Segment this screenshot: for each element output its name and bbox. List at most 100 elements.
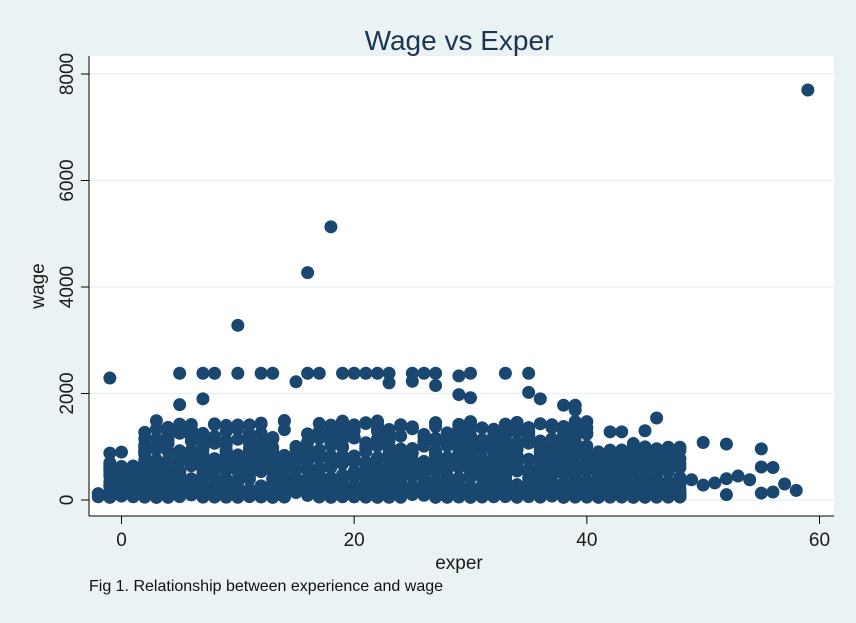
scatter-point bbox=[673, 482, 687, 496]
scatter-point bbox=[324, 477, 338, 491]
scatter-point bbox=[405, 456, 419, 470]
scatter-point bbox=[673, 451, 687, 465]
scatter-point bbox=[429, 366, 443, 380]
scatter-point bbox=[557, 484, 571, 498]
scatter-point bbox=[452, 388, 466, 402]
scatter-point bbox=[336, 414, 350, 428]
scatter-point bbox=[347, 366, 361, 380]
x-tick-label-2: 40 bbox=[576, 530, 597, 551]
scatter-point bbox=[370, 439, 384, 453]
scatter-point bbox=[417, 472, 431, 486]
scatter-point bbox=[196, 479, 210, 493]
scatter-point bbox=[126, 486, 140, 500]
scatter-point bbox=[405, 420, 419, 434]
scatter-point bbox=[417, 366, 431, 380]
scatter-point bbox=[103, 456, 117, 470]
x-tick-label-3: 60 bbox=[809, 530, 830, 551]
scatter-point bbox=[347, 431, 361, 445]
scatter-point bbox=[208, 418, 222, 432]
scatter-point bbox=[580, 421, 594, 435]
scatter-point bbox=[638, 448, 652, 462]
scatter-point bbox=[138, 457, 152, 471]
scatter-point bbox=[405, 446, 419, 460]
scatter-point bbox=[277, 490, 291, 504]
chart-title: Wage vs Exper bbox=[365, 25, 554, 56]
scatter-point bbox=[254, 436, 268, 450]
scatter-point bbox=[301, 472, 315, 486]
scatter-point bbox=[405, 374, 419, 388]
scatter-point bbox=[208, 452, 222, 466]
scatter-point bbox=[522, 452, 536, 466]
scatter-point bbox=[301, 435, 315, 449]
y-tick-label-4: 8000 bbox=[57, 53, 78, 95]
scatter-point bbox=[568, 449, 582, 463]
scatter-point bbox=[580, 439, 594, 453]
scatter-point bbox=[498, 465, 512, 479]
scatter-point bbox=[208, 430, 222, 444]
scatter-point bbox=[429, 487, 443, 501]
scatter-point bbox=[661, 464, 675, 478]
scatter-point bbox=[324, 449, 338, 463]
scatter-point bbox=[359, 455, 373, 469]
y-tick-label-3: 6000 bbox=[57, 159, 78, 201]
scatter-point bbox=[254, 366, 268, 380]
scatter-point bbox=[533, 392, 547, 406]
scatter-point bbox=[115, 445, 128, 459]
scatter-point bbox=[673, 470, 687, 484]
scatter-point bbox=[545, 458, 559, 472]
scatter-point bbox=[173, 455, 187, 469]
scatter-point bbox=[115, 477, 128, 491]
scatter-point bbox=[731, 469, 745, 483]
scatter-point bbox=[289, 462, 303, 476]
scatter-point bbox=[580, 475, 594, 489]
axes bbox=[88, 56, 834, 517]
scatter-point bbox=[754, 460, 768, 474]
scatter-point bbox=[219, 485, 233, 499]
scatter-point bbox=[347, 470, 361, 484]
scatter-point bbox=[184, 428, 198, 442]
scatter-point bbox=[394, 429, 408, 443]
scatter-point bbox=[138, 490, 152, 504]
scatter-point bbox=[115, 460, 128, 474]
scatter-point bbox=[231, 318, 245, 332]
scatter-point bbox=[219, 424, 233, 438]
scatter-point bbox=[231, 472, 245, 486]
scatter-point bbox=[475, 443, 489, 457]
scatter-point bbox=[266, 455, 280, 469]
scatter-point bbox=[696, 435, 710, 449]
scatter-point bbox=[149, 442, 163, 456]
x-tick-label-0: 0 bbox=[116, 530, 127, 551]
scatter-point bbox=[603, 453, 617, 467]
scatter-point bbox=[242, 462, 256, 476]
scatter-point bbox=[626, 437, 640, 451]
x-axis-title: exper bbox=[435, 553, 483, 574]
scatter-point bbox=[196, 431, 210, 445]
scatter-point bbox=[301, 461, 315, 475]
scatter-point bbox=[417, 436, 431, 450]
scatter-point bbox=[603, 425, 617, 439]
scatter-point bbox=[429, 473, 443, 487]
scatter-point bbox=[487, 475, 501, 489]
scatter-point bbox=[161, 475, 175, 489]
scatter-point bbox=[708, 476, 722, 490]
scatter-point bbox=[533, 417, 547, 431]
scatter-point bbox=[312, 431, 326, 445]
scatter-point bbox=[464, 391, 477, 405]
scatter-point bbox=[638, 483, 652, 497]
scatter-point bbox=[533, 445, 547, 459]
scatter-point bbox=[464, 418, 477, 432]
scatter-point bbox=[754, 442, 768, 456]
scatter-point bbox=[184, 472, 198, 486]
scatter-point bbox=[208, 490, 222, 504]
scatter-point bbox=[685, 473, 699, 487]
scatter-point bbox=[370, 479, 384, 493]
scatter-point bbox=[568, 485, 582, 499]
scatter-point bbox=[312, 366, 326, 380]
scatter-point bbox=[266, 366, 280, 380]
y-tick-label-1: 2000 bbox=[57, 372, 78, 414]
scatter-point bbox=[522, 486, 536, 500]
scatter-point bbox=[743, 473, 757, 487]
scatter-point bbox=[231, 366, 245, 380]
scatter-point bbox=[184, 448, 198, 462]
